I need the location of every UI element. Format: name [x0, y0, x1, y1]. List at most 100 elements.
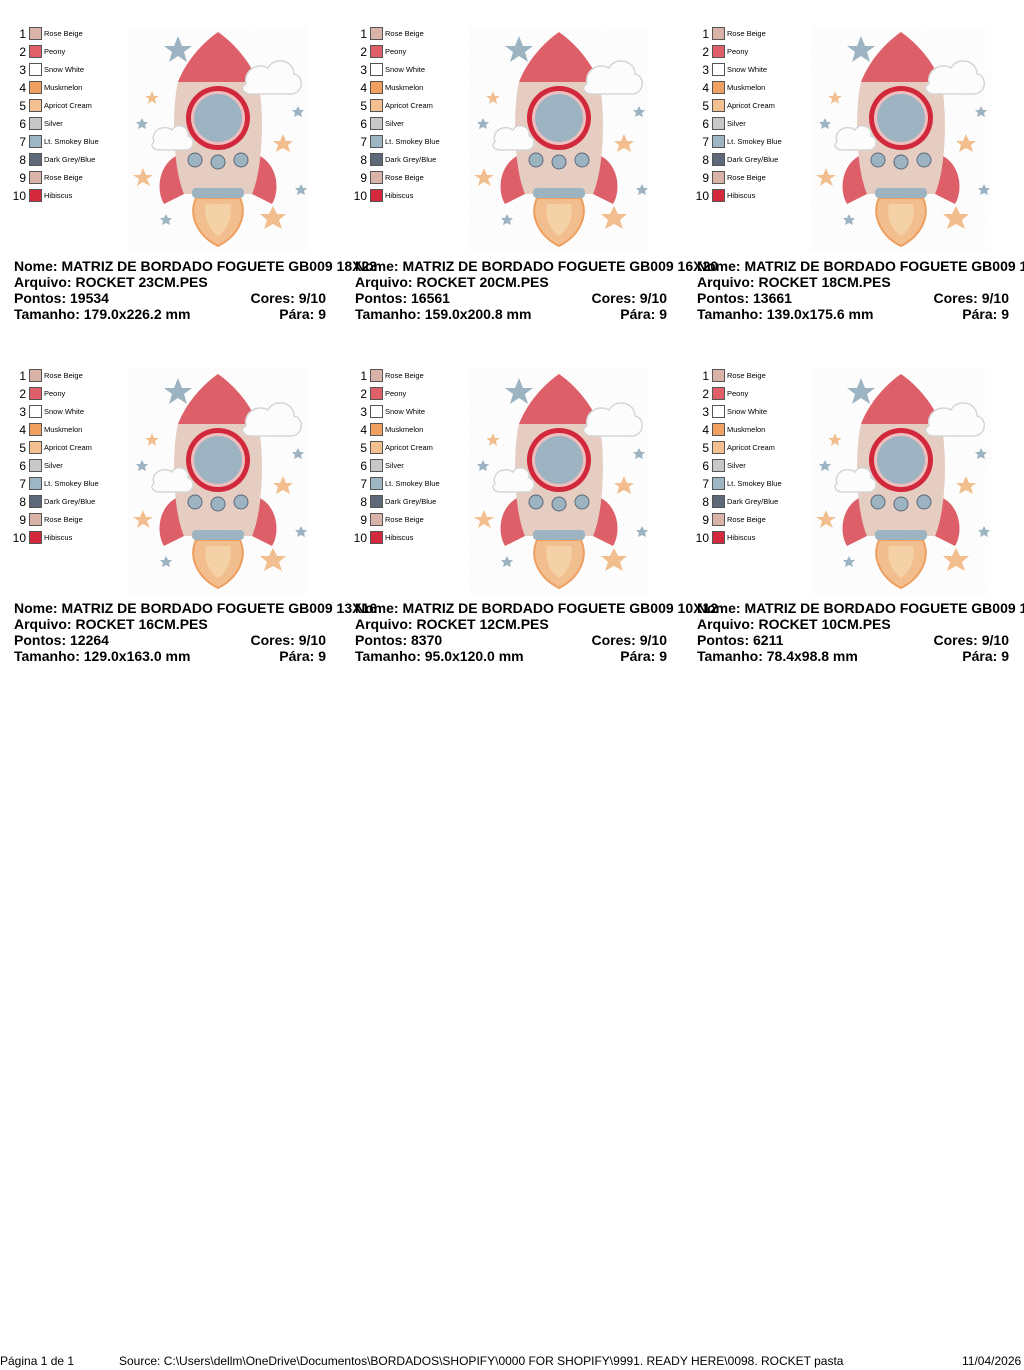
- design-name: MATRIZ DE BORDADO FOGUETE GB009 14X18: [744, 258, 1024, 274]
- thread-color-name: Hibiscus: [44, 191, 73, 200]
- thread-color-row: 2 Peony: [683, 44, 823, 62]
- thread-color-name: Hibiscus: [727, 533, 756, 542]
- thread-color-row: 7 Lt. Smokey Blue: [341, 134, 481, 152]
- stitches-label: Pontos:: [355, 290, 408, 306]
- thread-index: 10: [695, 189, 709, 203]
- stops-info: Pára: 9: [355, 648, 667, 664]
- stitch-count: 19534: [70, 290, 109, 306]
- thread-color-name: Rose Beige: [727, 515, 766, 524]
- thread-color-name: Apricot Cream: [727, 101, 775, 110]
- design-card: 1 Rose Beige 2 Peony 3 Snow White 4 Muskmelon 5 A…: [0, 342, 377, 682]
- thread-color-name: Rose Beige: [44, 29, 83, 38]
- thread-index: 6: [19, 459, 26, 473]
- thread-color-name: Hibiscus: [44, 533, 73, 542]
- thread-color-row: 8 Dark Grey/Blue: [683, 494, 823, 512]
- stops-count: 9: [1001, 648, 1009, 664]
- thread-color-name: Peony: [44, 47, 66, 56]
- thread-color-row: 3 Snow White: [683, 62, 823, 80]
- thread-color-swatch: [29, 135, 42, 148]
- thread-color-swatch: [712, 369, 725, 382]
- design-preview: [469, 368, 649, 594]
- file-line: Arquivo: ROCKET 16CM.PES: [14, 616, 208, 632]
- thread-index: 7: [19, 135, 26, 149]
- stops-label: Pára:: [962, 648, 998, 664]
- colors-info: Cores: 9/10: [14, 290, 327, 306]
- name-line: Nome: MATRIZ DE BORDADO FOGUETE GB009 10…: [355, 600, 718, 616]
- thread-color-row: 9 Rose Beige: [683, 512, 823, 530]
- stitches-line: Pontos: 16561: [355, 290, 450, 306]
- stops-info: Pára: 9: [14, 306, 326, 322]
- thread-color-row: 2 Peony: [341, 44, 481, 62]
- thread-color-swatch: [370, 423, 383, 436]
- thread-index: 3: [360, 63, 367, 77]
- thread-color-row: 1 Rose Beige: [0, 368, 140, 386]
- thread-color-name: Peony: [727, 47, 749, 56]
- thread-color-name: Silver: [385, 119, 404, 128]
- name-label: Nome:: [355, 600, 399, 616]
- thread-color-swatch: [370, 135, 383, 148]
- thread-index: 8: [19, 495, 26, 509]
- thread-index: 10: [695, 531, 709, 545]
- thread-color-swatch: [29, 189, 42, 202]
- thread-index: 3: [702, 405, 709, 419]
- thread-index: 8: [702, 153, 709, 167]
- design-name: MATRIZ DE BORDADO FOGUETE GB009 16X20: [402, 258, 719, 274]
- design-name: MATRIZ DE BORDADO FOGUETE GB009 10CM: [744, 600, 1024, 616]
- thread-color-row: 5 Apricot Cream: [341, 98, 481, 116]
- colors-count: 9/10: [298, 632, 326, 648]
- size-line: Tamanho: 159.0x200.8 mm: [355, 306, 531, 322]
- thread-index: 8: [19, 153, 26, 167]
- stitches-line: Pontos: 6211: [697, 632, 783, 648]
- thread-color-name: Peony: [727, 389, 749, 398]
- thread-color-name: Dark Grey/Blue: [727, 497, 779, 506]
- colors-label: Cores:: [250, 632, 295, 648]
- thread-color-row: 2 Peony: [0, 386, 140, 404]
- stitches-line: Pontos: 13661: [697, 290, 792, 306]
- thread-index: 3: [360, 405, 367, 419]
- stops-label: Pára:: [620, 306, 656, 322]
- thread-color-row: 5 Apricot Cream: [341, 440, 481, 458]
- thread-index: 4: [702, 423, 709, 437]
- rocket-embroidery-image: [811, 368, 991, 594]
- thread-color-name: Dark Grey/Blue: [727, 155, 779, 164]
- colors-label: Cores:: [250, 290, 295, 306]
- thread-color-row: 5 Apricot Cream: [0, 98, 140, 116]
- thread-color-name: Muskmelon: [385, 425, 424, 434]
- stitches-label: Pontos:: [14, 632, 67, 648]
- thread-color-swatch: [29, 531, 42, 544]
- thread-color-row: 4 Muskmelon: [341, 80, 481, 98]
- thread-color-name: Apricot Cream: [727, 443, 775, 452]
- thread-color-row: 6 Silver: [0, 458, 140, 476]
- thread-color-row: 1 Rose Beige: [341, 26, 481, 44]
- thread-color-row: 5 Apricot Cream: [683, 98, 823, 116]
- thread-index: 2: [360, 387, 367, 401]
- file-line: Arquivo: ROCKET 10CM.PES: [697, 616, 891, 632]
- thread-color-name: Muskmelon: [727, 83, 766, 92]
- design-size: 78.4x98.8 mm: [766, 648, 858, 664]
- thread-color-swatch: [29, 423, 42, 436]
- thread-index: 8: [360, 495, 367, 509]
- thread-color-name: Dark Grey/Blue: [44, 497, 96, 506]
- thread-color-swatch: [29, 513, 42, 526]
- design-card: 1 Rose Beige 2 Peony 3 Snow White 4 Muskmelon 5 A…: [683, 0, 1024, 340]
- thread-color-row: 8 Dark Grey/Blue: [0, 494, 140, 512]
- thread-color-swatch: [712, 477, 725, 490]
- file-name: ROCKET 12CM.PES: [416, 616, 549, 632]
- thread-color-swatch: [370, 387, 383, 400]
- thread-color-swatch: [29, 171, 42, 184]
- thread-color-name: Lt. Smokey Blue: [727, 479, 782, 488]
- thread-color-name: Rose Beige: [385, 515, 424, 524]
- thread-color-swatch: [712, 423, 725, 436]
- thread-color-name: Rose Beige: [385, 371, 424, 380]
- thread-index: 9: [19, 513, 26, 527]
- file-line: Arquivo: ROCKET 12CM.PES: [355, 616, 549, 632]
- rocket-embroidery-image: [469, 26, 649, 252]
- thread-color-name: Apricot Cream: [44, 101, 92, 110]
- thread-color-swatch: [370, 459, 383, 472]
- thread-index: 6: [19, 117, 26, 131]
- design-card: 1 Rose Beige 2 Peony 3 Snow White 4 Muskmelon 5 A…: [683, 342, 1024, 682]
- thread-color-swatch: [29, 63, 42, 76]
- thread-color-row: 9 Rose Beige: [341, 170, 481, 188]
- rocket-embroidery-image: [469, 368, 649, 594]
- thread-index: 7: [360, 135, 367, 149]
